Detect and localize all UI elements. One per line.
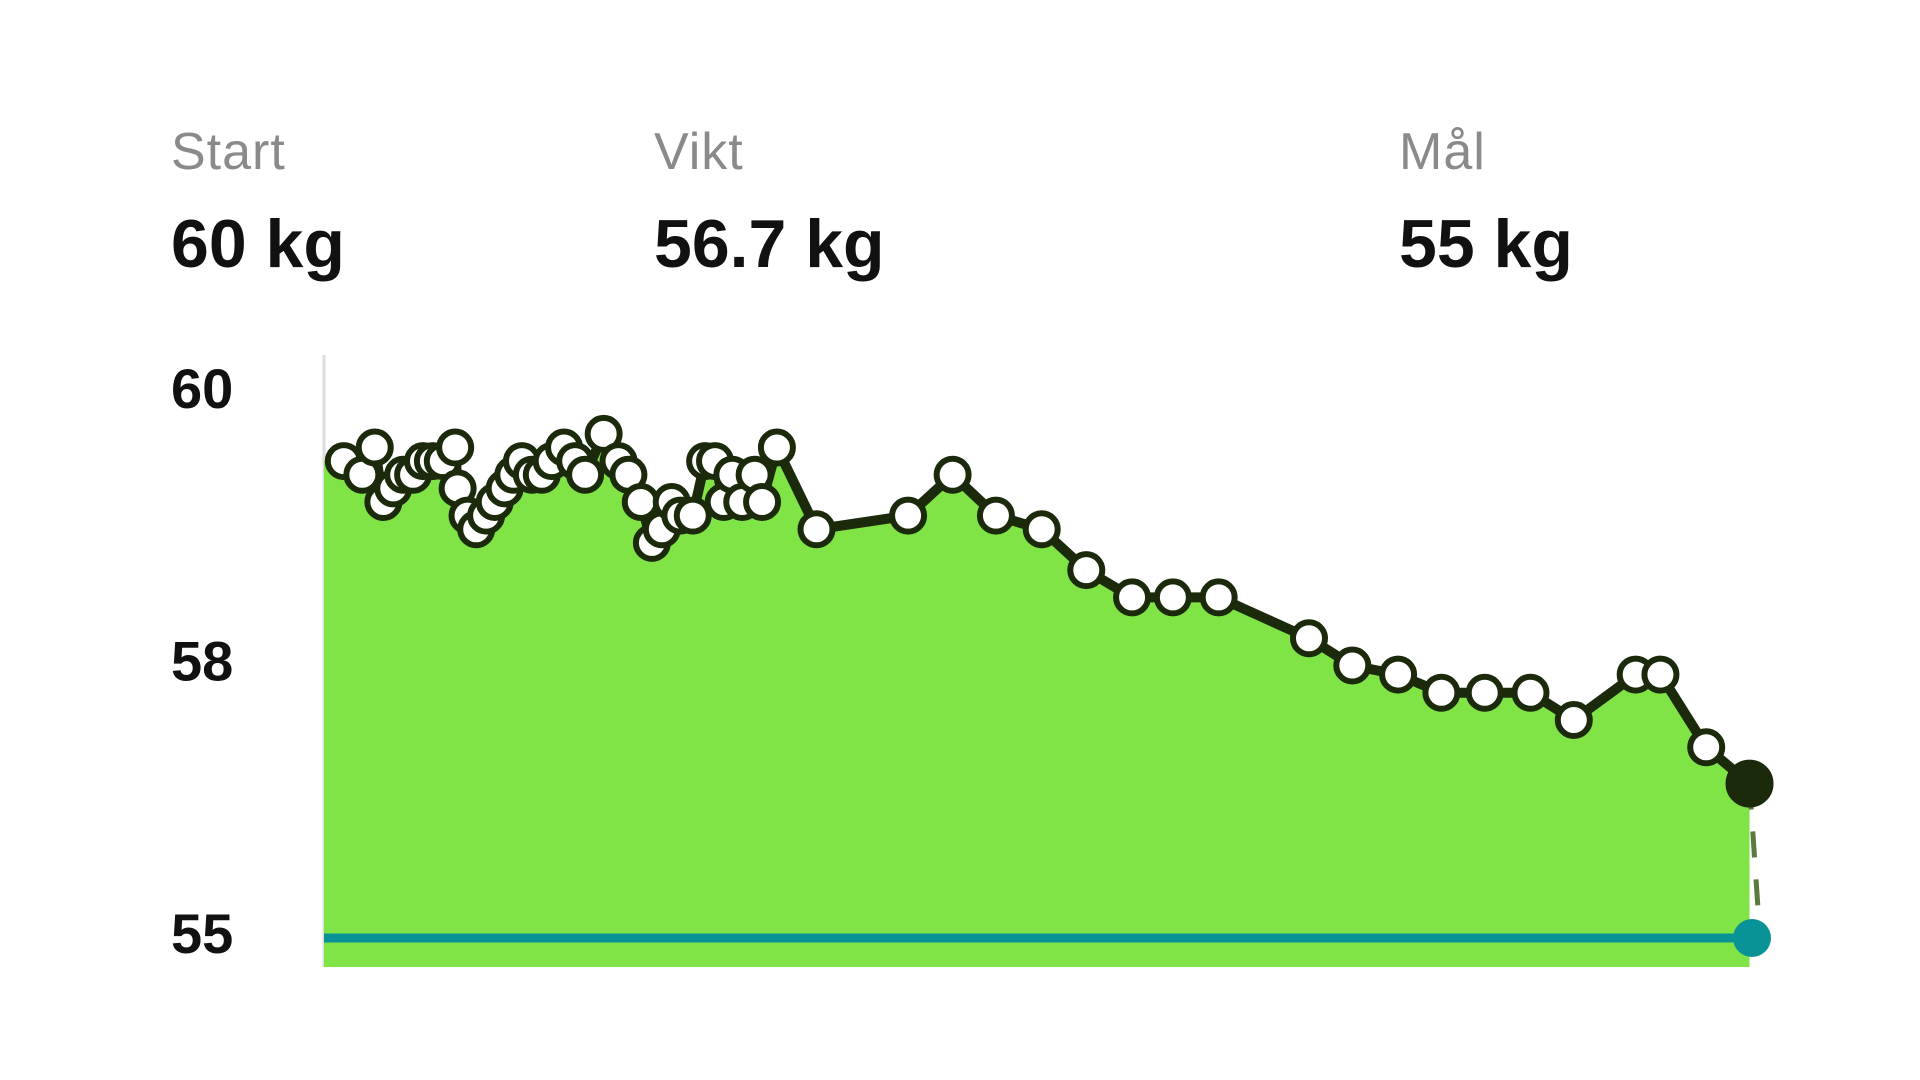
goal-label: Mål <box>1399 123 1486 181</box>
point <box>1687 728 1726 767</box>
point <box>1422 673 1461 712</box>
point <box>1067 551 1106 590</box>
goal-dot <box>1733 919 1771 957</box>
point <box>889 496 928 535</box>
point <box>976 496 1015 535</box>
point <box>1022 510 1061 549</box>
point <box>1153 578 1192 617</box>
start-value: 60 kg <box>171 206 345 282</box>
weight-value: 56.7 kg <box>654 206 885 282</box>
weight-label: Vikt <box>654 123 744 181</box>
point <box>1465 673 1504 712</box>
point <box>757 428 796 467</box>
point <box>1725 759 1774 808</box>
point <box>1113 578 1152 617</box>
point <box>355 428 394 467</box>
start-label: Start <box>171 123 286 181</box>
point <box>566 455 605 494</box>
point <box>1379 655 1418 694</box>
point <box>1289 619 1328 658</box>
point <box>436 428 475 467</box>
y-tick-label: 58 <box>171 629 233 692</box>
point <box>1333 646 1372 685</box>
projection <box>1747 783 1763 939</box>
point <box>1199 578 1238 617</box>
point <box>933 455 972 494</box>
area <box>324 433 1750 967</box>
point <box>1554 701 1593 739</box>
point <box>797 510 836 549</box>
y-tick-label: 60 <box>171 357 233 420</box>
point <box>1511 673 1550 712</box>
point <box>743 483 782 521</box>
point <box>1641 655 1680 694</box>
y-tick-label: 55 <box>171 902 233 965</box>
goal-value: 55 kg <box>1399 206 1573 282</box>
point <box>673 496 712 535</box>
